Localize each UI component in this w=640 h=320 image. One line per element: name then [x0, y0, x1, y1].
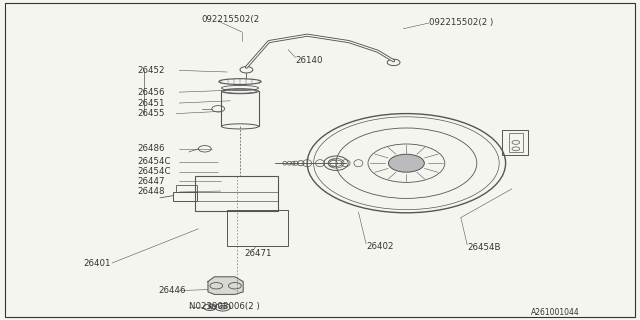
Text: 26448: 26448 [138, 188, 165, 196]
Bar [502, 130, 528, 155]
Bar [176, 185, 197, 192]
Text: 26140: 26140 [296, 56, 323, 65]
Text: 26455: 26455 [138, 109, 165, 118]
Text: N023908006(2 ): N023908006(2 ) [189, 302, 260, 311]
Text: N: N [207, 305, 212, 310]
Text: 092215502(2 ): 092215502(2 ) [429, 18, 493, 27]
Text: 26401: 26401 [83, 259, 111, 268]
Bar [195, 176, 278, 211]
Circle shape [388, 154, 424, 172]
Bar [509, 133, 523, 152]
Bar [173, 192, 197, 201]
Text: 26452: 26452 [138, 66, 165, 75]
Text: 26451: 26451 [138, 99, 165, 108]
Bar [227, 210, 288, 246]
Text: 26454C: 26454C [138, 157, 171, 166]
Text: 26402: 26402 [366, 242, 394, 251]
Text: 092215502(2: 092215502(2 [202, 15, 260, 24]
Text: A261001044: A261001044 [531, 308, 580, 317]
Text: 26456: 26456 [138, 88, 165, 97]
Circle shape [219, 305, 227, 309]
Text: 26486: 26486 [138, 144, 165, 153]
Text: 26454B: 26454B [467, 243, 500, 252]
Text: 26471: 26471 [244, 249, 272, 258]
Text: 26446: 26446 [159, 286, 186, 295]
Text: 26454C: 26454C [138, 167, 171, 176]
Text: 26447: 26447 [138, 177, 165, 186]
Polygon shape [208, 277, 243, 294]
